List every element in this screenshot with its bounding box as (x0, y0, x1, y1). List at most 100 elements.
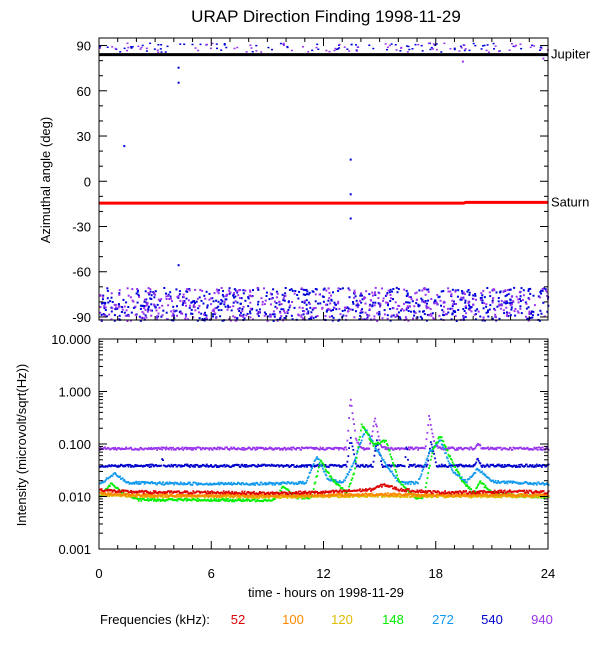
azimuth-point (223, 300, 226, 303)
azimuth-point (371, 294, 374, 297)
azimuth-point (465, 307, 468, 309)
intensity-point (328, 490, 331, 493)
intensity-point (404, 456, 407, 458)
intensity-point (467, 496, 470, 499)
azimuth-point (333, 301, 336, 304)
intensity-point (191, 492, 194, 495)
azimuth-point (224, 305, 227, 308)
intensity-point (386, 492, 389, 494)
intensity-point (147, 481, 149, 484)
azimuth-point (186, 288, 188, 291)
intensity-point (425, 458, 428, 461)
azimuth-point (293, 292, 296, 295)
intensity-point (324, 490, 327, 492)
intensity-point (328, 491, 330, 494)
azimuth-point (327, 299, 330, 302)
intensity-point (417, 464, 419, 467)
intensity-point (408, 448, 411, 451)
intensity-point (275, 447, 277, 449)
intensity-point (149, 498, 152, 500)
azimuth-point (303, 301, 306, 304)
intensity-point (429, 441, 432, 443)
intensity-point (535, 446, 538, 449)
intensity-point (377, 494, 380, 496)
azimuth-point (498, 304, 500, 307)
azimuth-point (283, 44, 285, 47)
intensity-point (164, 494, 167, 497)
azimuth-point (183, 300, 186, 302)
azimuth-point (312, 290, 315, 293)
intensity-point (362, 447, 365, 449)
intensity-point (466, 481, 468, 484)
intensity-point (218, 483, 221, 486)
azimuth-point (513, 310, 516, 313)
azimuth-point (156, 315, 159, 318)
azimuth-point (239, 302, 242, 305)
intensity-point (225, 498, 228, 500)
intensity-point (509, 493, 512, 495)
intensity-point (370, 492, 373, 495)
azimuth-point (139, 304, 142, 307)
azimuth-point (188, 288, 191, 290)
intensity-point (189, 491, 192, 494)
intensity-point (210, 464, 212, 466)
azimuth-point (500, 299, 503, 302)
intensity-point (541, 464, 544, 466)
azimuth-point (430, 314, 433, 317)
intensity-point (244, 483, 247, 486)
intensity-point (376, 430, 379, 433)
intensity-point (207, 447, 210, 450)
intensity-point (183, 491, 185, 493)
intensity-point (374, 447, 377, 449)
intensity-point (471, 447, 473, 450)
intensity-point (460, 496, 462, 498)
azimuth-point (451, 313, 454, 316)
azimuth-point (217, 305, 220, 308)
azimuth-point (373, 293, 376, 296)
intensity-point (264, 483, 267, 486)
intensity-point (107, 491, 110, 494)
intensity-point (392, 487, 395, 490)
azimuth-point (449, 307, 452, 310)
azimuth-point (330, 299, 333, 302)
intensity-point (408, 493, 411, 496)
azimuth-point (287, 300, 290, 303)
azimuth-point (153, 48, 156, 50)
intensity-point (406, 448, 409, 451)
azimuth-point (154, 293, 157, 296)
azimuth-point (389, 308, 392, 310)
azimuth-point (533, 45, 536, 47)
intensity-point (388, 494, 391, 497)
azimuth-point (324, 315, 327, 318)
azimuth-point (130, 47, 133, 49)
azimuth-point (451, 307, 454, 310)
azimuth-point (287, 309, 290, 311)
azimuth-point (527, 306, 530, 309)
intensity-point (507, 464, 510, 467)
intensity-point (370, 435, 373, 437)
azimuth-point (436, 294, 439, 296)
azimuth-point (355, 50, 358, 52)
intensity-point (477, 469, 480, 472)
azimuth-point (217, 292, 220, 295)
intensity-point (506, 482, 509, 485)
intensity-point (348, 485, 350, 488)
azimuth-point (227, 306, 230, 309)
intensity-point (184, 497, 187, 500)
azimuth-outlier (461, 60, 464, 63)
azimuth-point (527, 289, 530, 292)
intensity-point (173, 499, 176, 502)
azimuth-point (363, 296, 366, 299)
azimuth-point (301, 317, 304, 320)
intensity-point (173, 495, 176, 498)
intensity-point (526, 446, 529, 449)
intensity-point (306, 495, 309, 498)
azimuth-point (510, 43, 513, 45)
azimuth-point (149, 288, 152, 291)
intensity-point (361, 488, 364, 491)
azimuth-point (317, 302, 320, 305)
intensity-point (313, 460, 316, 462)
intensity-point (352, 473, 355, 476)
intensity-point (231, 500, 233, 503)
intensity-point (184, 446, 187, 449)
